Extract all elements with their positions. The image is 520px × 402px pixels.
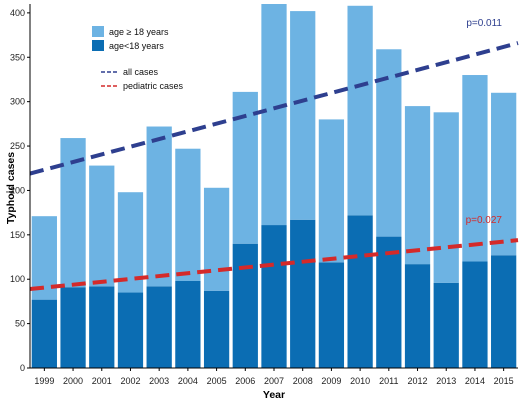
bar-under-18-2011 (376, 236, 402, 368)
bar-under-18-2014 (462, 261, 488, 368)
bar-18-and-over-2014 (462, 75, 488, 262)
bar-under-18-2006 (232, 243, 258, 368)
bar-under-18-2013 (433, 282, 459, 368)
x-tick-label-2010: 2010 (350, 376, 370, 386)
trendline-pvalue-pediatric-cases: p=0.027 (466, 215, 503, 226)
legend-swatch-0 (92, 26, 104, 37)
legend-line-label-all-cases: all cases (123, 67, 159, 77)
y-tick-label-100: 100 (10, 274, 25, 284)
x-tick-label-2012: 2012 (408, 376, 428, 386)
bar-under-18-2015 (491, 255, 517, 368)
x-tick-label-2009: 2009 (321, 376, 341, 386)
x-tick-label-2006: 2006 (235, 376, 255, 386)
bar-under-18-2010 (347, 215, 373, 368)
bar-18-and-over-2008 (290, 11, 316, 220)
x-tick-label-1999: 1999 (34, 376, 54, 386)
bar-18-and-over-2003 (146, 126, 172, 287)
x-tick-label-2015: 2015 (494, 376, 514, 386)
x-tick-label-2011: 2011 (379, 376, 398, 386)
bar-18-and-over-2009 (318, 119, 345, 263)
bar-under-18-1999 (31, 299, 57, 368)
x-tick-label-2008: 2008 (293, 376, 313, 386)
bar-18-and-over-2002 (117, 192, 144, 293)
legend: age ≥ 18 years age<18 years all cases pedia… (92, 26, 184, 91)
bar-under-18-2004 (175, 281, 201, 368)
y-tick-label-400: 400 (10, 8, 25, 18)
bar-under-18-2012 (404, 264, 431, 368)
y-tick-label-50: 50 (15, 319, 25, 329)
bar-under-18-2005 (203, 290, 230, 368)
y-tick-label-300: 300 (10, 97, 25, 107)
y-tick-label-0: 0 (20, 363, 25, 373)
bar-18-and-over-2013 (433, 112, 459, 283)
bars-layer (31, 4, 517, 368)
bar-under-18-2008 (290, 219, 316, 368)
y-tick-label-150: 150 (10, 230, 25, 240)
bar-under-18-2001 (89, 286, 115, 368)
axes-layer: 0 50 100 150 200 250 300 350 400 1999 2000 2001 2002… (10, 4, 518, 386)
bar-18-and-over-2015 (491, 92, 517, 256)
trendline-all-cases (29, 41, 519, 176)
x-tick-label-2001: 2001 (92, 376, 112, 386)
x-tick-label-2000: 2000 (63, 376, 83, 386)
trendline-pvalue-all-cases: p=0.011 (466, 18, 502, 29)
bar-under-18-2000 (60, 287, 86, 368)
legend-swatch-1 (92, 40, 104, 51)
y-axis-title: Typhoid cases (5, 152, 17, 224)
bar-under-18-2003 (146, 286, 172, 368)
x-tick-label-2003: 2003 (149, 376, 169, 386)
bar-18-and-over-2001 (89, 165, 115, 287)
x-tick-label-2002: 2002 (120, 376, 140, 386)
legend-line-label-pediatric-cases: pediatric cases (123, 81, 184, 91)
bar-under-18-2009 (318, 262, 345, 368)
bar-18-and-over-2010 (347, 5, 373, 216)
y-tick-label-250: 250 (10, 141, 25, 151)
legend-label-1: age<18 years (109, 41, 164, 51)
trendlines-layer: p=0.011 p=0.027 (29, 18, 519, 291)
x-tick-label-2004: 2004 (178, 376, 198, 386)
y-tick-label-350: 350 (10, 52, 25, 62)
bar-under-18-2002 (117, 292, 144, 368)
bar-under-18-2007 (261, 225, 287, 368)
x-tick-label-2014: 2014 (465, 376, 485, 386)
x-tick-label-2007: 2007 (264, 376, 284, 386)
legend-label-0: age ≥ 18 years (109, 27, 169, 37)
trendline-pediatric-cases (29, 238, 519, 291)
bar-18-and-over-2005 (203, 187, 230, 291)
bar-18-and-over-2004 (175, 148, 201, 281)
x-axis-title: Year (263, 389, 285, 401)
y-tick-label-200: 200 (10, 185, 25, 195)
x-tick-label-2005: 2005 (207, 376, 227, 386)
bar-18-and-over-2007 (261, 4, 287, 226)
bar-18-and-over-2012 (404, 106, 431, 265)
bar-18-and-over-2011 (376, 49, 402, 237)
x-tick-label-2013: 2013 (436, 376, 456, 386)
